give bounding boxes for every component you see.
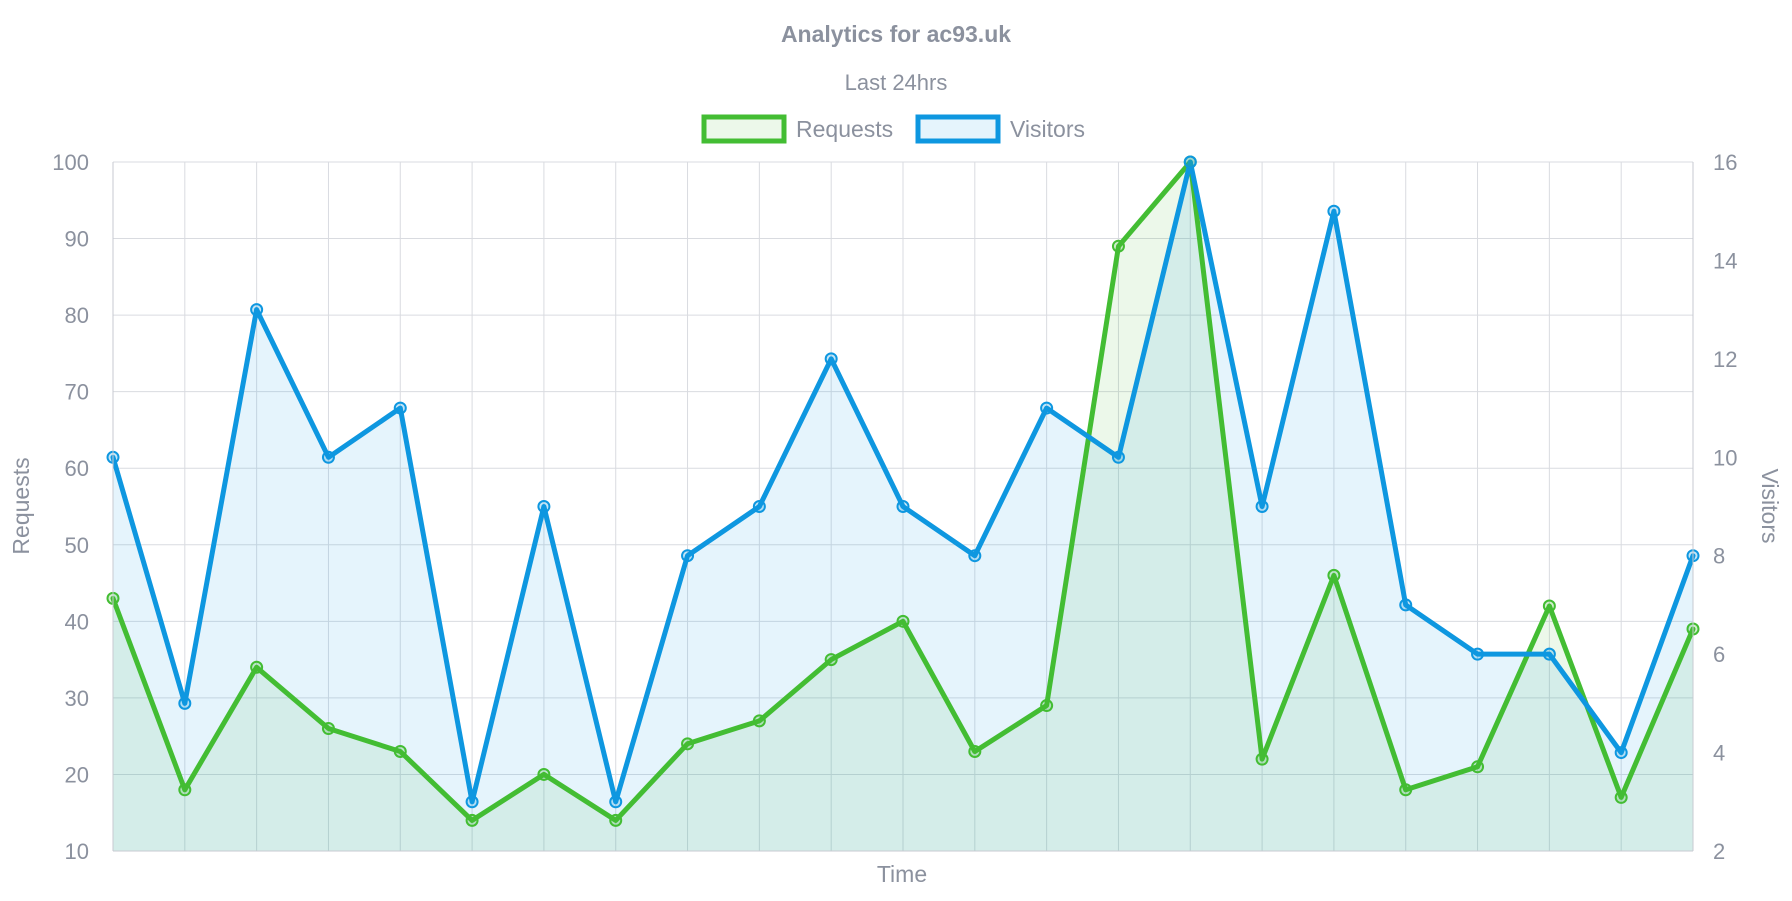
data-point-requests[interactable]	[537, 767, 551, 781]
legend-label-requests: Requests	[796, 116, 893, 142]
y-left-tick-label: 90	[65, 227, 89, 252]
y-left-tick-label: 80	[65, 303, 89, 328]
data-point-visitors[interactable]	[1111, 450, 1125, 464]
y-left-tick-label: 60	[65, 456, 89, 481]
y-right-tick-label: 14	[1713, 248, 1737, 273]
series-points	[106, 155, 1700, 827]
data-point-visitors[interactable]	[393, 401, 407, 415]
data-point-visitors[interactable]	[968, 549, 982, 563]
legend-swatch-requests	[701, 114, 787, 144]
legend: Requests Visitors	[701, 114, 1085, 144]
legend-label-visitors: Visitors	[1010, 116, 1085, 142]
data-point-visitors[interactable]	[1614, 746, 1628, 760]
data-point-visitors[interactable]	[537, 500, 551, 513]
data-point-visitors[interactable]	[752, 500, 766, 513]
y-right-tick-label: 16	[1713, 150, 1737, 175]
y-left-tick-label: 40	[65, 609, 89, 634]
axes: 10 20 30 40 50 60 70 80 90 100 2 4 6 8 10 12 14 16	[52, 150, 1737, 864]
data-point-requests[interactable]	[1471, 760, 1485, 774]
legend-item-visitors[interactable]: Visitors	[915, 114, 1085, 144]
data-point-requests[interactable]	[465, 813, 479, 827]
data-point-visitors[interactable]	[681, 549, 695, 563]
data-point-requests[interactable]	[968, 744, 982, 758]
data-point-visitors[interactable]	[1471, 647, 1485, 661]
data-point-requests[interactable]	[1040, 699, 1054, 713]
data-point-requests[interactable]	[609, 813, 623, 827]
series-line-requests	[110, 159, 1696, 823]
y-right-tick-label: 12	[1713, 347, 1737, 372]
data-point-requests[interactable]	[1399, 783, 1413, 797]
data-point-requests[interactable]	[178, 783, 192, 797]
y-left-tick-label: 10	[65, 839, 89, 864]
x-axis-title: Time	[877, 861, 927, 887]
legend-item-requests[interactable]: Requests	[701, 114, 893, 144]
data-point-requests[interactable]	[1111, 239, 1125, 253]
legend-swatch-visitors	[915, 114, 1001, 144]
data-point-visitors[interactable]	[896, 500, 910, 513]
y-axis-left-title: Requests	[8, 457, 34, 554]
y-left-tick-label: 50	[65, 533, 89, 558]
data-point-visitors[interactable]	[178, 696, 192, 710]
y-right-tick-label: 2	[1713, 839, 1725, 864]
data-point-visitors[interactable]	[1327, 204, 1341, 218]
data-point-visitors[interactable]	[1399, 598, 1413, 612]
y-left-tick-label: 70	[65, 380, 89, 405]
series-lines	[110, 159, 1696, 823]
data-point-requests[interactable]	[321, 722, 335, 736]
data-point-requests[interactable]	[1327, 568, 1341, 582]
y-right-tick-label: 10	[1713, 445, 1737, 470]
data-point-requests[interactable]	[1255, 752, 1269, 766]
chart-subtitle: Last 24hrs	[845, 70, 948, 95]
y-right-tick-label: 8	[1713, 544, 1725, 569]
series-line-visitors	[110, 159, 1696, 805]
y-right-tick-label: 6	[1713, 642, 1725, 667]
data-point-requests[interactable]	[250, 660, 264, 674]
data-point-visitors[interactable]	[1040, 401, 1054, 415]
chart-title: Analytics for ac93.uk	[781, 21, 1011, 47]
data-point-visitors[interactable]	[321, 450, 335, 464]
data-point-visitors[interactable]	[1255, 500, 1269, 513]
data-point-requests[interactable]	[1614, 790, 1628, 804]
data-point-visitors[interactable]	[609, 795, 623, 809]
y-right-tick-label: 4	[1713, 741, 1725, 766]
data-point-requests[interactable]	[1542, 599, 1556, 613]
data-point-requests[interactable]	[681, 737, 695, 751]
series-fill-requests	[113, 162, 1693, 851]
data-point-visitors[interactable]	[465, 795, 479, 809]
data-point-requests[interactable]	[393, 744, 407, 758]
data-point-requests[interactable]	[752, 714, 766, 728]
y-left-tick-label: 30	[65, 686, 89, 711]
data-point-visitors[interactable]	[1183, 155, 1197, 169]
data-point-requests[interactable]	[896, 614, 910, 628]
y-axis-right-title: Visitors	[1757, 469, 1783, 544]
data-point-visitors[interactable]	[824, 352, 838, 366]
y-left-tick-label: 20	[65, 762, 89, 787]
data-point-visitors[interactable]	[1542, 647, 1556, 661]
data-point-visitors[interactable]	[250, 303, 264, 317]
data-point-requests[interactable]	[824, 653, 838, 667]
y-left-tick-label: 100	[52, 150, 89, 175]
